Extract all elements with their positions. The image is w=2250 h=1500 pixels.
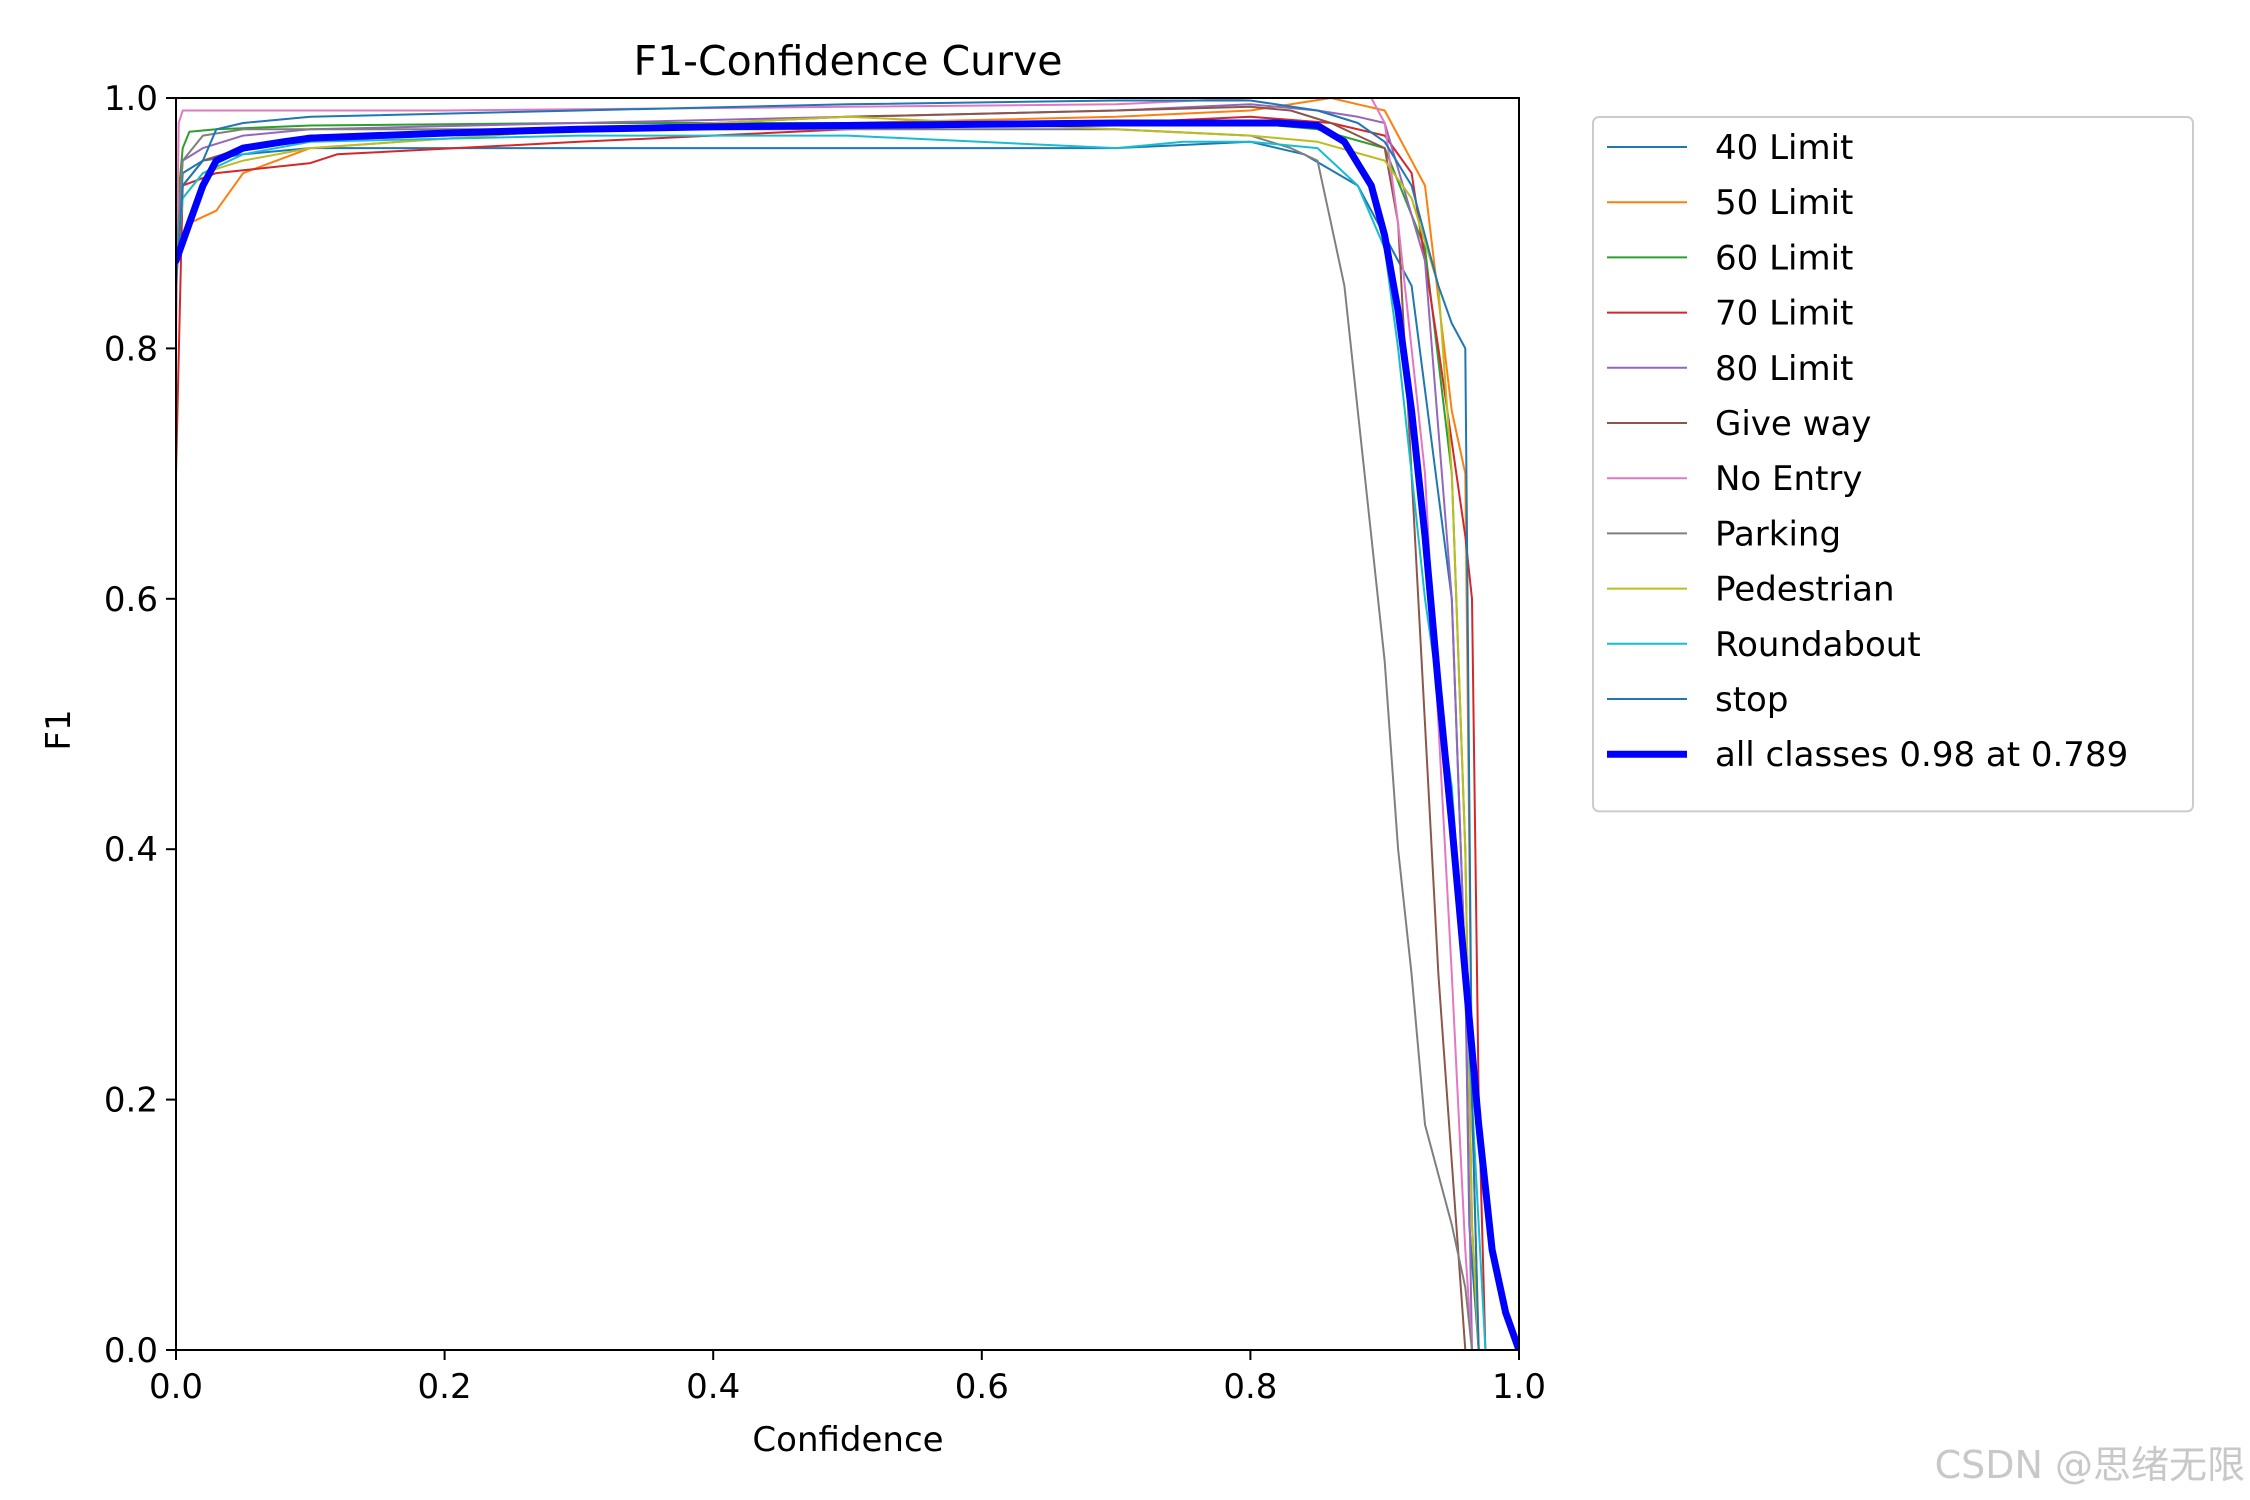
y-tick-label: 0.2 <box>104 1081 158 1121</box>
series-line-1 <box>176 98 1480 1350</box>
x-tick-label: 0.8 <box>1223 1367 1277 1407</box>
chart-title: F1-Confidence Curve <box>634 37 1063 85</box>
legend-label-11: all classes 0.98 at 0.789 <box>1715 735 2128 775</box>
series-line-0 <box>176 140 1480 1350</box>
legend-label-8: Pedestrian <box>1715 570 1895 610</box>
tick-layer: 0.0 0.2 0.4 0.6 0.8 1.0 0.0 0.2 0.4 0.6 0.8 1.0 <box>104 79 1546 1407</box>
legend-label-0: 40 Limit <box>1715 128 1853 168</box>
legend-label-6: No Entry <box>1715 459 1863 499</box>
y-tick-label: 0.4 <box>104 830 158 870</box>
series-line-10 <box>176 99 1480 1350</box>
legend-box <box>1592 116 2194 813</box>
y-tick-label: 0.6 <box>104 580 158 620</box>
legend-label-10: stop <box>1715 680 1788 720</box>
series-line-5 <box>176 105 1467 1350</box>
series-layer <box>176 98 1519 1350</box>
x-axis-title: Confidence <box>752 1420 943 1460</box>
series-line-8 <box>176 115 1480 1350</box>
legend-label-2: 60 Limit <box>1715 238 1853 278</box>
legend: 40 Limit 50 Limit 60 Limit 70 Limit 80 Limit… <box>1592 116 2194 813</box>
series-line-6 <box>176 98 1473 1350</box>
legend-label-5: Give way <box>1715 404 1871 444</box>
plot-frame <box>175 97 1520 1351</box>
series-line-11 <box>176 119 1519 1350</box>
y-tick-label: 0.8 <box>104 329 158 369</box>
series-line-4 <box>176 103 1473 1350</box>
x-tick-label: 0.0 <box>149 1367 203 1407</box>
x-tick-label: 0.2 <box>418 1367 472 1407</box>
y-axis-title: F1 <box>39 709 79 750</box>
x-tick-label: 0.6 <box>955 1367 1009 1407</box>
y-tick-label: 0.0 <box>104 1331 158 1371</box>
legend-label-7: Parking <box>1715 514 1841 554</box>
series-line-9 <box>176 134 1487 1350</box>
legend-label-4: 80 Limit <box>1715 349 1853 389</box>
legend-label-1: 50 Limit <box>1715 183 1853 223</box>
x-tick-label: 1.0 <box>1492 1367 1546 1407</box>
legend-label-3: 70 Limit <box>1715 294 1853 334</box>
legend-label-9: Roundabout <box>1715 625 1921 665</box>
watermark: CSDN @思绪无限 <box>1935 1443 2245 1487</box>
series-line-3 <box>176 115 1487 1350</box>
series-line-7 <box>176 128 1473 1350</box>
series-line-2 <box>176 122 1480 1350</box>
x-tick-label: 0.4 <box>686 1367 740 1407</box>
y-tick-label: 1.0 <box>104 79 158 119</box>
